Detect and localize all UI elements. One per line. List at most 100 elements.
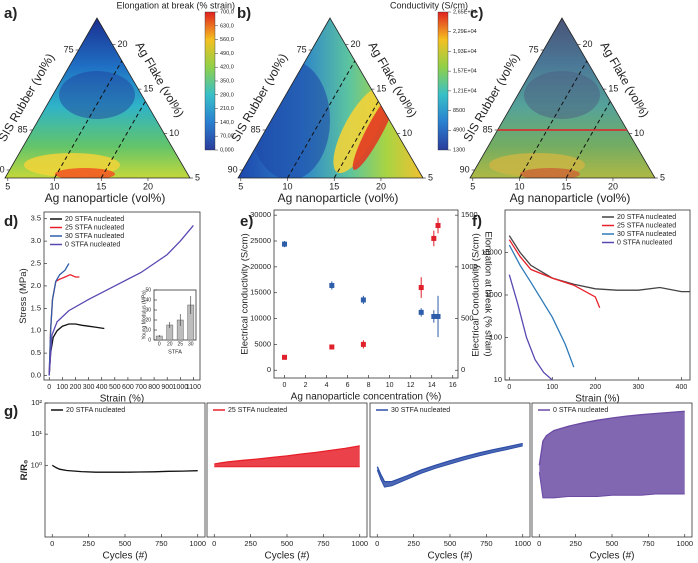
legend-label: 30 STFA nucleated [617,231,676,238]
right-tick-label: 20 [118,39,128,49]
x-tick-label: 0 [47,384,51,391]
x-tick-label: 0 [283,382,287,389]
x-tick-label: 500 [109,384,121,391]
guide-line [519,60,588,179]
y2-tick-label: 500 [461,314,474,323]
ternary-map [5,18,190,178]
right-tick-label: 10 [402,128,412,138]
legend-label: 20 STFA nucleated [617,214,676,221]
panel-label: d) [4,213,18,230]
y2-axis-label: Elongation at break (% strain) [482,231,493,356]
legend-label: 25 STFA nucleated [617,222,676,229]
x-tick-label: 0 [375,539,379,548]
y-tick-label: 5000 [254,339,271,348]
y-tick-label: 3.0 [31,236,41,245]
x-tick-label: 700 [135,384,147,391]
x-tick-label: 900 [161,384,173,391]
band-lower [376,445,523,488]
bottom-tick-label: 20 [376,181,386,191]
plot-frame [369,402,531,538]
colorbar-tick-label: 1,57E+04 [453,69,477,75]
left-tick-label: 85 [18,124,28,134]
colorbar [204,11,216,151]
plot-frame [273,209,459,379]
series-line [48,263,70,376]
point [431,235,437,241]
y-tick-label: 0.5 [31,348,41,357]
x-tick-label: 14 [428,382,436,389]
y-axis-label: R/R₀ [19,460,30,481]
x-tick-label: 250 [82,539,95,548]
legend-label: 0 STFA nucleated [553,407,608,414]
left-tick-label: 75 [529,44,539,54]
plot-frame [504,209,691,381]
colorbar-tick-label: 350,0 [220,78,234,84]
legend-label: 30 STFA nucleated [391,407,450,414]
series-line [48,323,105,376]
y-tick-label: 15000 [250,288,271,297]
x-tick-label: 16 [449,382,457,389]
colorbar-tick-label: 210,0 [220,106,234,112]
series-line [508,244,575,368]
y-tick-label: 10 [145,327,151,333]
legend-label: 25 STFA nucleated [65,224,124,231]
point [431,313,437,319]
left-tick-label: 90 [228,164,238,174]
x-tick-label: 1000 [514,539,531,548]
x-tick-label: 250 [407,539,420,548]
series-line [538,410,685,466]
left-tick-label: 90 [0,164,5,174]
legend-label: 25 STFA nucleated [228,407,287,414]
y-tick-label: 10⁰ [31,460,42,469]
guide-line [565,100,611,179]
x-tick-label: 750 [155,539,168,548]
point [282,354,288,360]
y-tick-label: 0 [148,337,151,343]
x-tick-label: 500 [606,539,619,548]
x-tick-label: 1000 [173,384,189,391]
ternary-map [470,18,655,178]
colorbar-tick-label: 420,0 [220,65,234,71]
bottom-tick-label: 20 [608,181,618,191]
point [360,341,366,347]
y-tick-label: 0 [267,365,271,374]
right-tick-label: 10 [634,128,644,138]
series-line [214,445,360,465]
right-tick-label: 15 [376,83,386,93]
x-axis-label: STFA [168,349,182,355]
series-line [48,224,194,376]
colorbar-tick-label: 140,0 [220,120,234,126]
y-axis-label: Young Modulus (MPa) [141,290,147,340]
y-tick-label: 30000 [250,210,271,219]
x-tick-label: 600 [122,384,134,391]
colorbar-tick-label: 0,000 [220,147,234,153]
x-tick-label: 0 [507,384,511,391]
plot-frame [44,402,206,538]
x-tick-label: 750 [317,539,330,548]
y-tick-label: 10² [31,398,42,407]
guide-line [100,100,146,179]
panel-label: g) [4,403,18,420]
x-tick-label: 12 [407,382,415,389]
x-tick-label: 200 [70,384,82,391]
y-tick-label: 50 [145,287,151,293]
x-tick-label: 100 [57,384,69,391]
panel-label: f) [472,213,482,230]
x-tick-label: 500 [281,539,294,548]
y-tick-label: 1000 [485,290,502,299]
point [435,313,441,319]
point [329,282,335,288]
colorbar-tick-label: 1,21E+04 [453,88,477,94]
right-tick-label: 20 [351,39,361,49]
y2-tick-label: 0 [461,365,465,374]
colorbar-tick-label: 490,0 [220,51,234,57]
ternary-map [238,18,423,178]
x-tick-label: 8 [367,382,371,389]
y-tick-label: 30 [145,307,151,313]
legend-label: 20 STFA nucleated [66,407,125,414]
right-tick-label: 15 [608,83,618,93]
map-region [333,86,387,174]
x-tick-label: 1100 [186,384,201,391]
x-tick-label: 30 [188,341,194,347]
bottom-axis-label: Ag nanoparticle (vol%) [510,191,631,205]
